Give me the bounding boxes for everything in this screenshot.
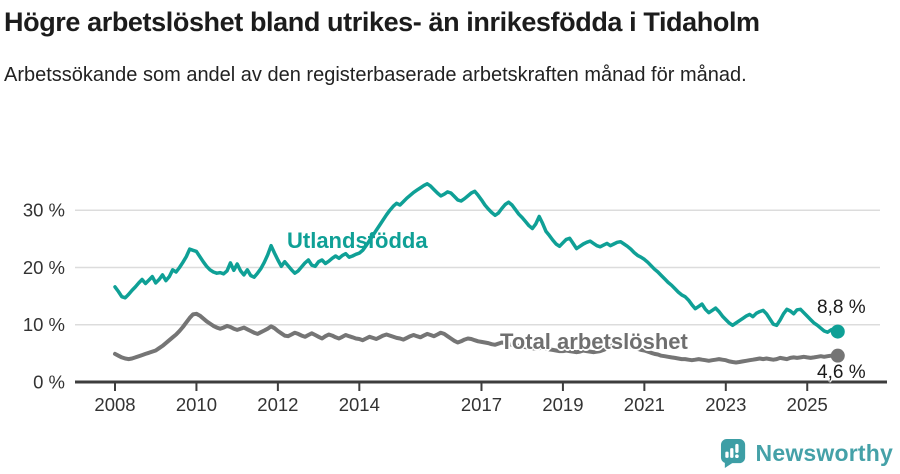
x-tick-label: 2014 [339, 394, 380, 415]
x-tick-label: 2012 [257, 394, 298, 415]
x-tick-label: 2008 [94, 394, 135, 415]
newsworthy-wordmark: Newsworthy [755, 440, 893, 466]
y-axis-label: 0 % [33, 372, 65, 393]
x-tick-label: 2021 [624, 394, 665, 415]
end-value-label-utlandsfodda: 8,8 % [817, 297, 866, 318]
page-title: Högre arbetslöshet bland utrikes- än inr… [4, 7, 760, 37]
series-line-utlandsf-dda [113, 182, 840, 334]
y-axis-label: 30 % [23, 200, 65, 221]
x-tick-label: 2025 [787, 394, 828, 415]
series-end-dot [830, 348, 845, 363]
newsworthy-bubble-icon [720, 439, 745, 468]
newsworthy-logo: Newsworthy [720, 438, 893, 469]
y-axis-label: 10 % [23, 314, 65, 335]
x-tick-label: 2010 [176, 394, 217, 415]
x-tick-label: 2019 [542, 394, 583, 415]
y-axis-label: 20 % [23, 257, 65, 278]
page-subtitle: Arbetssökande som andel av den registerb… [4, 64, 747, 86]
series-label-utlandsfodda: Utlandsfödda [287, 228, 428, 253]
x-tick-label: 2017 [461, 394, 502, 415]
end-value-label-total: 4,6 % [817, 362, 866, 383]
series-line-total-arbetsl-shet [113, 311, 840, 365]
x-tick-label: 2023 [705, 394, 746, 415]
series-label-total-arbetsloshet: Total arbetslöshet [500, 329, 688, 354]
series-end-dot [830, 324, 845, 339]
